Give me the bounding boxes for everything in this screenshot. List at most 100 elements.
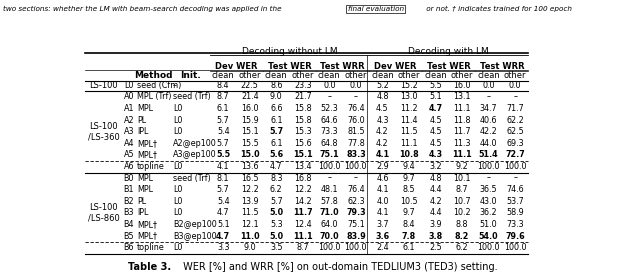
Text: clean: clean <box>424 71 447 80</box>
Text: B2@ep100: B2@ep100 <box>173 220 216 229</box>
Text: 51.0: 51.0 <box>480 220 497 229</box>
Text: 10.1: 10.1 <box>453 174 471 182</box>
Text: Dev WER: Dev WER <box>374 62 417 71</box>
Text: 8.2: 8.2 <box>455 232 469 240</box>
Text: 83.3: 83.3 <box>346 150 366 159</box>
Text: –: – <box>173 81 177 90</box>
Text: 4.2: 4.2 <box>376 139 388 148</box>
Text: topline: topline <box>137 243 164 252</box>
Text: 8.6: 8.6 <box>270 81 282 90</box>
Text: 10.7: 10.7 <box>453 197 471 206</box>
Text: seed (Cfm): seed (Cfm) <box>137 81 181 90</box>
Text: 5.7: 5.7 <box>269 127 284 136</box>
Text: 11.8: 11.8 <box>453 116 471 125</box>
Text: Init.: Init. <box>180 71 201 80</box>
Text: 4.4: 4.4 <box>429 185 442 194</box>
Text: 64.8: 64.8 <box>321 139 338 148</box>
Text: WER [%] and WRR [%] on out-domain TEDLIUM3 (TED3) setting.: WER [%] and WRR [%] on out-domain TEDLIU… <box>180 262 498 272</box>
Text: clean: clean <box>477 71 500 80</box>
Text: other: other <box>504 71 526 80</box>
Text: 48.1: 48.1 <box>321 185 338 194</box>
Text: 100.0: 100.0 <box>318 162 340 171</box>
Text: 6.6: 6.6 <box>270 104 282 113</box>
Text: 42.2: 42.2 <box>480 127 497 136</box>
Text: 100.0: 100.0 <box>477 162 500 171</box>
Text: other: other <box>345 71 367 80</box>
Text: A1: A1 <box>124 104 134 113</box>
Text: seed (Trf): seed (Trf) <box>173 92 211 101</box>
Text: B0: B0 <box>124 174 134 182</box>
Text: 10.5: 10.5 <box>400 197 418 206</box>
Text: B1: B1 <box>124 185 134 194</box>
Text: PL: PL <box>137 116 146 125</box>
Text: 100.0: 100.0 <box>345 162 367 171</box>
Text: other: other <box>397 71 420 80</box>
Text: 8.7: 8.7 <box>296 243 309 252</box>
Text: 4.1: 4.1 <box>376 150 390 159</box>
Text: 100.0: 100.0 <box>345 243 367 252</box>
Text: 16.0: 16.0 <box>453 81 471 90</box>
Text: 73.3: 73.3 <box>321 127 338 136</box>
Text: 16.5: 16.5 <box>241 174 259 182</box>
Text: 77.8: 77.8 <box>347 139 365 148</box>
Text: A0: A0 <box>124 92 134 101</box>
Text: 3.2: 3.2 <box>429 162 442 171</box>
Text: 15.5: 15.5 <box>241 139 259 148</box>
Text: B3: B3 <box>124 208 134 217</box>
Text: 3.7: 3.7 <box>376 220 388 229</box>
Text: L0: L0 <box>173 116 182 125</box>
Text: L0: L0 <box>173 243 182 252</box>
Text: 13.9: 13.9 <box>241 197 259 206</box>
Text: 4.5: 4.5 <box>376 104 388 113</box>
Text: 13.1: 13.1 <box>453 92 471 101</box>
Text: L0: L0 <box>173 185 182 194</box>
Text: 34.7: 34.7 <box>480 104 497 113</box>
Text: 22.5: 22.5 <box>241 81 259 90</box>
Text: 3.3: 3.3 <box>217 243 230 252</box>
Text: Method: Method <box>134 71 173 80</box>
Text: A3: A3 <box>124 127 134 136</box>
Text: 13.6: 13.6 <box>241 162 259 171</box>
Text: 5.0: 5.0 <box>269 232 284 240</box>
Text: 15.6: 15.6 <box>294 139 312 148</box>
Text: 5.7: 5.7 <box>270 197 283 206</box>
Text: 15.8: 15.8 <box>294 116 312 125</box>
Text: Table 3.: Table 3. <box>128 262 171 272</box>
Text: 5.7: 5.7 <box>217 116 230 125</box>
Text: 4.8: 4.8 <box>429 174 442 182</box>
Text: B3@ep100: B3@ep100 <box>173 232 216 240</box>
Text: 4.5: 4.5 <box>429 139 442 148</box>
Text: 83.9: 83.9 <box>346 232 366 240</box>
Text: 0.0: 0.0 <box>483 81 495 90</box>
Text: 79.6: 79.6 <box>506 232 525 240</box>
Text: MPL†: MPL† <box>137 150 157 159</box>
Text: 0.0: 0.0 <box>509 81 522 90</box>
Text: 15.8: 15.8 <box>294 104 312 113</box>
Text: 5.5: 5.5 <box>216 150 230 159</box>
Text: 2.9: 2.9 <box>376 162 389 171</box>
Text: 15.0: 15.0 <box>240 150 260 159</box>
Text: 75.1: 75.1 <box>319 150 339 159</box>
Text: 11.7: 11.7 <box>453 127 471 136</box>
Text: L0: L0 <box>173 104 182 113</box>
Text: –: – <box>354 92 358 101</box>
Text: B2: B2 <box>124 197 134 206</box>
Text: 5.4: 5.4 <box>217 197 230 206</box>
Text: 2.5: 2.5 <box>429 243 442 252</box>
Text: 11.2: 11.2 <box>400 104 418 113</box>
Text: 74.6: 74.6 <box>506 185 524 194</box>
Text: 8.3: 8.3 <box>270 174 282 182</box>
Text: IPL: IPL <box>137 208 148 217</box>
Text: clean: clean <box>265 71 287 80</box>
Text: 14.2: 14.2 <box>294 197 312 206</box>
Text: 36.2: 36.2 <box>480 208 497 217</box>
Text: 6.1: 6.1 <box>270 139 282 148</box>
Text: MPL: MPL <box>137 104 153 113</box>
Text: 4.7: 4.7 <box>216 232 230 240</box>
Text: clean: clean <box>318 71 340 80</box>
Text: 4.6: 4.6 <box>376 174 388 182</box>
Text: A2@ep100: A2@ep100 <box>173 139 216 148</box>
Text: other: other <box>451 71 474 80</box>
Text: 69.3: 69.3 <box>506 139 524 148</box>
Text: 4.4: 4.4 <box>429 208 442 217</box>
